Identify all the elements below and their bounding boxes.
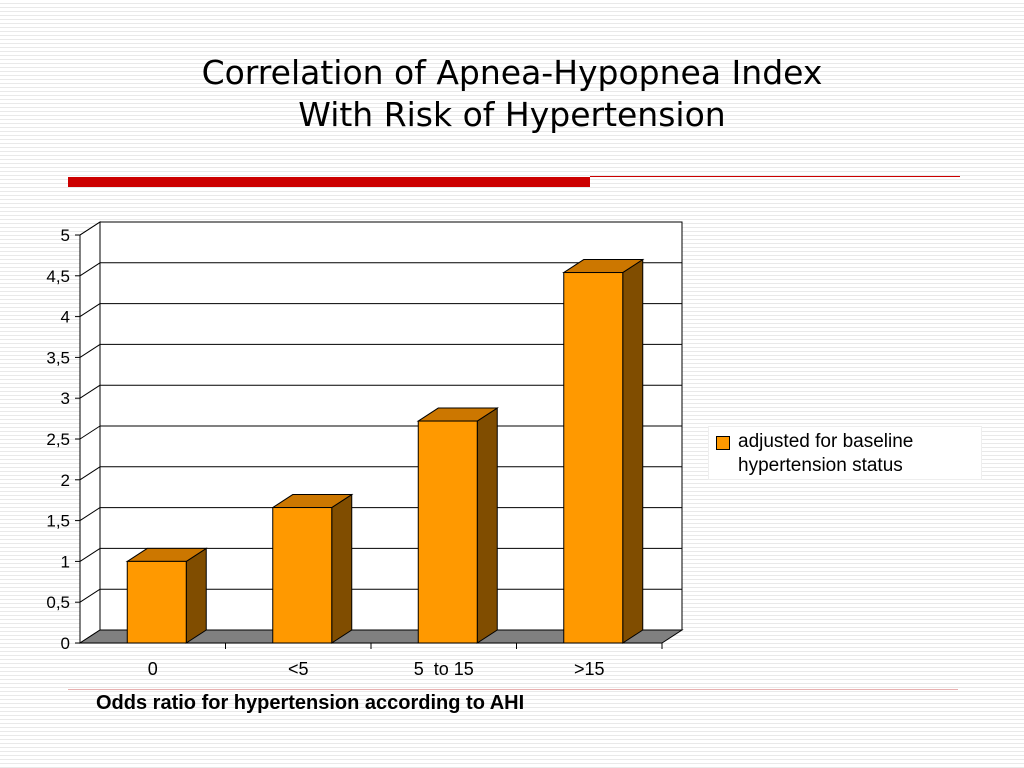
bar-side [185,547,207,644]
chart-legend: adjusted for baseline hypertension statu… [708,426,982,480]
gridline-depth [79,425,101,440]
gridline-depth [79,588,101,603]
bar [416,407,499,644]
y-tick-label: 2 [61,471,70,490]
bar [271,493,354,644]
slide-title: Correlation of Apnea-Hypopnea Index With… [0,52,1024,136]
bar-front [563,272,624,644]
x-tick-label: 5 to 15 [414,659,474,679]
legend-label: adjusted for baseline hypertension statu… [738,431,914,476]
bar-side [331,493,353,644]
gridline-depth [79,221,101,236]
y-tick-label: 2,5 [46,430,70,449]
bar [125,547,208,644]
gridline-depth [79,303,101,318]
x-tick-label: 0 [148,659,158,679]
title-accent-bar [68,177,590,187]
gridline-depth [79,507,101,522]
x-tick-label: <5 [288,659,309,679]
gridline-depth [79,262,101,277]
chart-caption: Odds ratio for hypertension according to… [96,692,525,714]
y-tick-label: 0 [61,634,70,653]
y-tick-label: 3,5 [46,348,70,367]
gridline-depth [79,547,101,562]
y-tick-label: 1 [61,552,70,571]
gridline-depth [79,466,101,481]
bar-front [126,560,187,644]
y-tick-label: 1,5 [46,512,70,531]
y-tick-label: 3 [61,389,70,408]
y-tick-label: 4,5 [46,267,70,286]
footer-divider [68,689,958,690]
y-tick-label: 5 [61,226,70,245]
bar-side [476,407,498,644]
bar-front [272,507,333,644]
bar-front [417,420,478,644]
title-line-1: Correlation of Apnea-Hypopnea Index [201,53,823,92]
title-line-2: With Risk of Hypertension [298,95,726,134]
y-tick-label: 4 [61,308,70,327]
legend-swatch [716,436,730,450]
x-tick-label: >15 [574,659,605,679]
bar [562,258,645,644]
title-accent-line [590,176,960,177]
y-tick-label: 0,5 [46,593,70,612]
gridline-depth [79,343,101,358]
gridline-depth [79,384,101,399]
bar-side [622,258,644,644]
